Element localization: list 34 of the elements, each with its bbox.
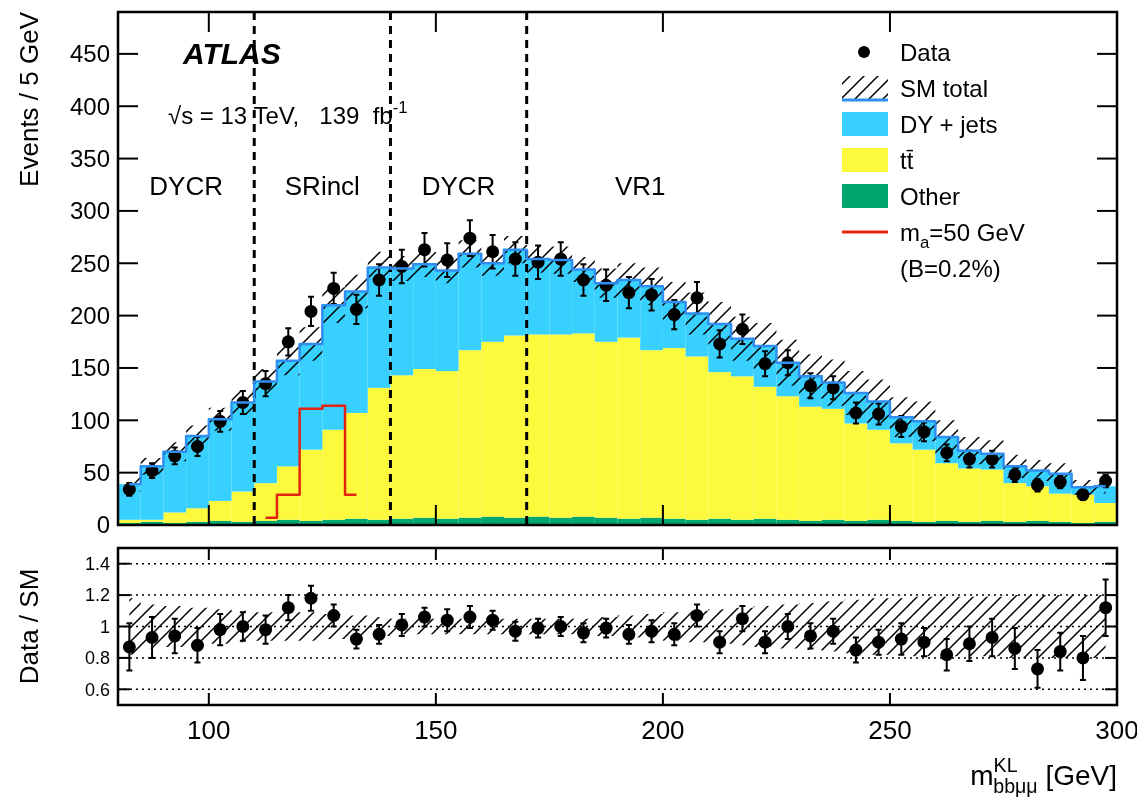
x-tick-label: 100 [187, 715, 231, 745]
y-tick-label: 450 [69, 40, 110, 68]
legend-label: DY + jets [900, 111, 998, 138]
y-tick-label: 250 [69, 249, 110, 277]
x-tick-label: 300 [1095, 715, 1139, 745]
annotation: DYCR [149, 171, 223, 201]
y-tick-label: 0.6 [84, 679, 110, 700]
legend-label: Other [900, 183, 961, 210]
annotation: SRincl [284, 171, 360, 201]
annotation: ATLAS [182, 37, 281, 70]
legend-label: tt̄ [900, 147, 914, 174]
legend-label: SM total [900, 75, 989, 102]
annotation: VR1 [614, 171, 666, 201]
legend-label: m$_{a}$=50 GeV (B=0.2%) [900, 219, 1025, 282]
y-tick-label: 0.8 [84, 648, 110, 669]
y-tick-label: 1.2 [84, 585, 110, 606]
y-tick-label: 200 [69, 302, 110, 330]
y-tick-label: 400 [69, 92, 110, 120]
y-tick-label: 150 [69, 354, 110, 382]
legend-label: Data [900, 39, 952, 66]
x-axis-title: m$^{KL}$$_{bbμμ}$ [GeV] [970, 754, 1117, 797]
y-axis-title: Data / SM [14, 568, 44, 685]
annotation: DYCR [421, 171, 496, 201]
x-tick-label: 250 [868, 715, 912, 745]
y-axis-title: Events / 5 GeV [14, 11, 44, 187]
y-tick-label: 100 [69, 406, 110, 434]
x-tick-label: 200 [641, 715, 685, 745]
y-tick-label: 1 [99, 616, 110, 637]
y-tick-label: 1.4 [84, 554, 110, 574]
x-tick-label: 150 [414, 715, 458, 745]
y-tick-label: 300 [69, 197, 110, 225]
y-tick-label: 50 [83, 459, 110, 487]
y-tick-label: 0 [96, 511, 110, 539]
y-tick-label: 350 [69, 144, 110, 172]
